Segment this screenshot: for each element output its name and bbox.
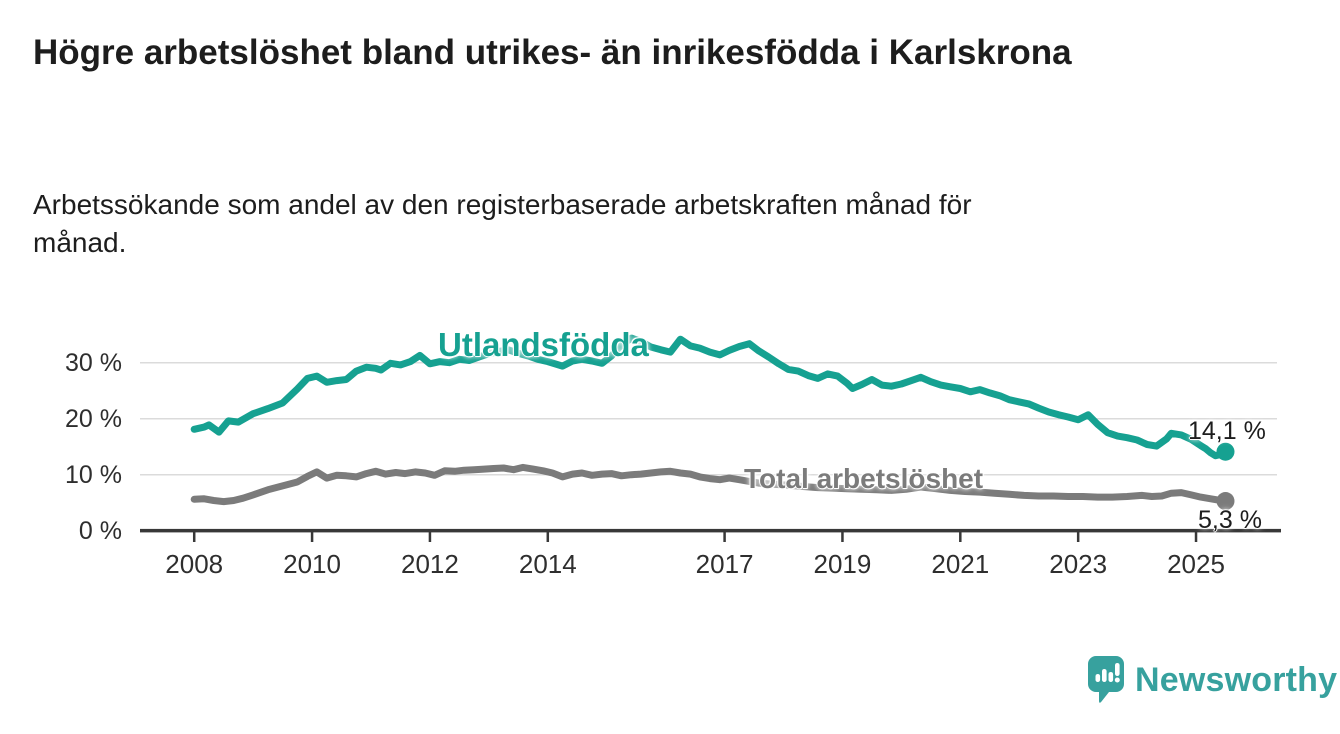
series-label-utlandsfodda: Utlandsfödda bbox=[438, 326, 649, 363]
x-axis-label-2010: 2010 bbox=[283, 549, 341, 579]
x-axis-label-2012: 2012 bbox=[401, 549, 459, 579]
page-subtitle: Arbetssökande som andel av den registerb… bbox=[33, 189, 972, 258]
end-value-label-utlandsfodda: 14,1 % bbox=[1188, 417, 1266, 445]
series-label-total-arbetsloshet: Total arbetslöshet bbox=[744, 463, 984, 494]
end-value-label-total-arbetsloshet: 5,3 % bbox=[1198, 506, 1262, 534]
x-axis-label-2023: 2023 bbox=[1049, 549, 1108, 579]
x-axis-label-2017: 2017 bbox=[695, 549, 754, 579]
x-axis-label-2008: 2008 bbox=[165, 549, 224, 579]
series-end-dot-total-arbetsloshet bbox=[1216, 492, 1235, 511]
x-axis-label-2019: 2019 bbox=[813, 549, 872, 579]
y-axis-label-20pct: 20 % bbox=[65, 404, 122, 433]
newsworthy-logo-icon bbox=[1088, 656, 1124, 703]
y-axis-label-10pct: 10 % bbox=[65, 460, 122, 489]
y-axis-label-0pct: 0 % bbox=[78, 516, 122, 545]
series-line-utlandsfodda bbox=[190, 334, 1229, 460]
series-line-total-arbetsloshet bbox=[190, 463, 1229, 506]
page-title: Högre arbetslöshet bland utrikes- än inr… bbox=[33, 33, 1072, 72]
x-axis-label-2021: 2021 bbox=[931, 549, 990, 579]
x-axis-label-2025: 2025 bbox=[1167, 549, 1225, 579]
x-axis-baseline bbox=[140, 528, 1281, 533]
x-axis-label-2014: 2014 bbox=[518, 549, 577, 579]
series-end-dot-utlandsfodda bbox=[1216, 442, 1235, 461]
y-axis-label-30pct: 30 % bbox=[65, 348, 122, 377]
newsworthy-logo: Newsworthy bbox=[1086, 652, 1337, 708]
newsworthy-logo-text: Newsworthy bbox=[1135, 660, 1338, 699]
